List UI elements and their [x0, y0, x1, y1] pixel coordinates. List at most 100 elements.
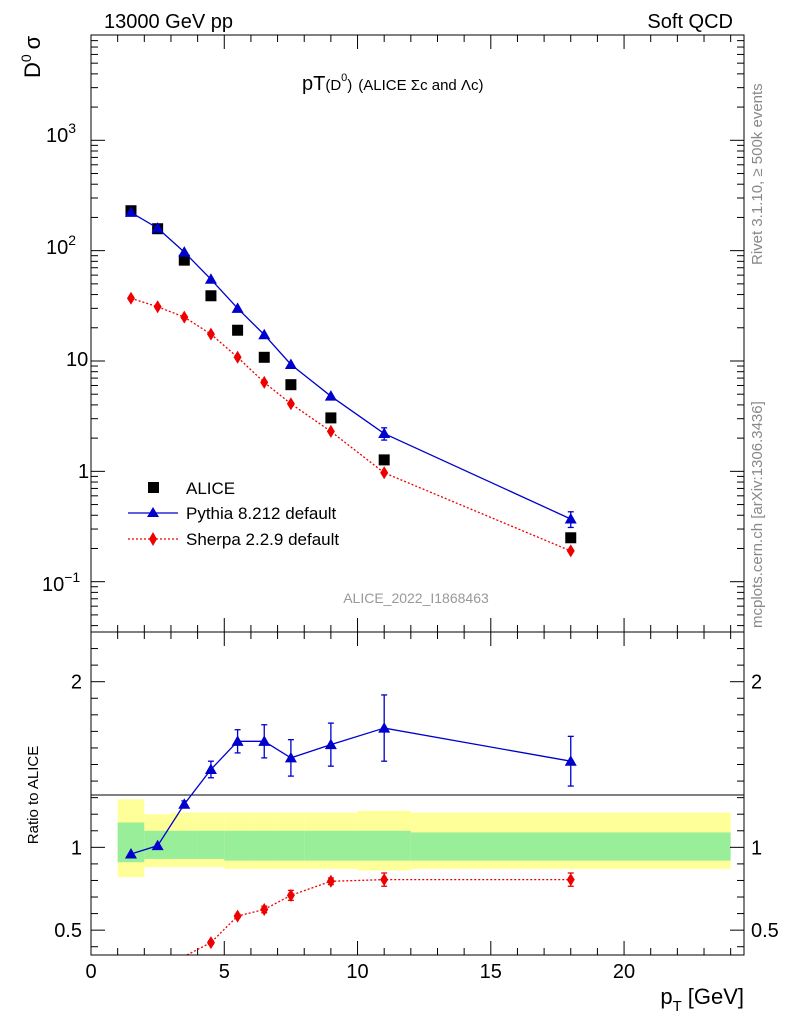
ratio-data-marks [124, 694, 577, 956]
sherpa-point [380, 466, 389, 480]
ratio-xtick-label: 20 [613, 961, 635, 983]
pythia-ratio-line [130, 727, 571, 855]
alice-point [325, 412, 337, 424]
pythia-point [378, 722, 391, 733]
ytick-1e-1-exp: −1 [64, 569, 80, 585]
sherpa-series-line [130, 297, 572, 552]
legend: ALICE Pythia 8.212 default Sherpa 2.2.9 … [128, 479, 339, 549]
ytick-label-1e3: 103 [46, 120, 76, 147]
title-main: pT [302, 73, 325, 95]
ratio-band-green [250, 830, 278, 861]
sherpa-point [233, 909, 242, 923]
ratio-band-green [197, 830, 225, 859]
ytick-1e2-exp: 2 [68, 232, 76, 248]
main-ylabel: D0 σ [18, 35, 45, 78]
pythia-point [151, 839, 164, 851]
ratio-band-green [410, 832, 731, 861]
ratio-xlabel: pT [GeV] [660, 984, 744, 1015]
sherpa-ratio-line [186, 878, 571, 956]
main-ylabel-sup: 0 [18, 54, 34, 62]
ratio-ytick-label-right: 2 [751, 672, 762, 694]
pythia-point [324, 390, 337, 401]
sherpa-point [180, 310, 189, 324]
ratio-ytick-label-left: 1 [71, 837, 82, 859]
ratio-xtick-labels: 0 5 10 15 20 [85, 961, 635, 983]
ratio-plot-frame [90, 631, 745, 956]
mcplots-source-label: mcplots.cern.ch [arXiv:1306.3436] [749, 401, 766, 628]
sherpa-point [286, 888, 295, 902]
legend-pythia-label: Pythia 8.212 default [186, 504, 337, 523]
xlabel-sub: T [673, 998, 682, 1015]
alice-point [205, 290, 217, 302]
sherpa-point [566, 873, 575, 887]
ytick-1e3-base: 10 [46, 125, 68, 147]
ytick-label-1: 1 [78, 461, 89, 483]
ratio-band-green [224, 830, 251, 861]
pythia-point [378, 427, 391, 439]
title-sub: (D [325, 77, 341, 94]
ratio-ytick-label-left: 2 [71, 672, 82, 694]
alice-point [378, 454, 390, 466]
title-rest: (ALICE Σc and Λc) [358, 77, 483, 94]
legend-pythia-marker [147, 507, 159, 517]
sherpa-point [326, 874, 335, 888]
header-left: 13000 GeV pp [104, 11, 233, 33]
ytick-1e3-exp: 3 [68, 120, 76, 136]
ytick-label-1e-1: 10−1 [42, 569, 80, 596]
ytick-1e-1-base: 10 [42, 574, 64, 596]
title-close: ) [347, 77, 352, 94]
sherpa-point [206, 936, 215, 950]
pythia-point [204, 273, 217, 284]
pythia-point [258, 328, 271, 340]
sherpa-point [326, 424, 335, 438]
main-ytick-labels: 10−1 1 10 10 2 103 [42, 120, 89, 596]
pythia-point [124, 847, 137, 859]
ratio-xtick-label: 0 [85, 961, 96, 983]
legend-alice-label: ALICE [186, 479, 235, 498]
analysis-id-label: ALICE_2022_I1868463 [343, 590, 489, 606]
ratio-band-green [357, 830, 411, 861]
title-sup: 0 [341, 72, 347, 84]
sherpa-point [153, 300, 162, 314]
legend-alice-marker [148, 482, 159, 493]
sherpa-point [380, 873, 389, 887]
ratio-ytick-labels: 0.5 0.5 1 1 2 2 [54, 672, 779, 942]
pythia-point [124, 206, 137, 217]
ratio-uncertainty-bands [117, 799, 731, 878]
legend-sherpa-label: Sherpa 2.2.9 default [186, 530, 339, 549]
rivet-version-label: Rivet 3.1.10, ≥ 500k events [749, 83, 766, 265]
main-data-marks [124, 205, 577, 558]
pythia-point [231, 735, 244, 746]
sherpa-point [260, 375, 269, 389]
pythia-point [564, 755, 577, 766]
ratio-xtick-label: 15 [480, 961, 502, 983]
pythia-point [284, 358, 297, 369]
alice-point [232, 324, 244, 336]
main-ylabel-rest: σ [20, 35, 45, 49]
pythia-point [324, 738, 337, 750]
ratio-ytick-label-right: 1 [751, 837, 762, 859]
sherpa-point [260, 902, 269, 916]
xlabel-main: p [660, 984, 672, 1009]
main-title: pT(D0) (ALICE Σc and Λc) [302, 72, 483, 95]
alice-point [565, 532, 577, 544]
sherpa-point [126, 291, 135, 305]
ratio-band-green [304, 830, 358, 861]
ratio-xtick-label: 5 [219, 961, 230, 983]
ratio-ytick-label-right: 0.5 [751, 920, 779, 942]
pythia-series-line [130, 211, 572, 520]
ratio-ytick-label-left: 0.5 [54, 920, 82, 942]
pythia-point [151, 222, 164, 233]
pythia-point [564, 512, 577, 524]
header-right: Soft QCD [647, 11, 733, 33]
alice-point [258, 351, 270, 363]
ratio-panel: Ratio to ALICE 0.5 0.5 1 1 2 2 0 5 10 15 20 pT [Ge… [25, 631, 779, 1015]
pythia-point [284, 751, 297, 763]
main-panel: D0σ 10−1 1 10 102 103 pT(D0) (ALICE Σc an… [18, 34, 745, 633]
alice-point [285, 379, 297, 391]
legend-sherpa-marker [149, 532, 157, 546]
pythia-point [178, 798, 191, 809]
sherpa-point [566, 544, 575, 558]
pythia-point [204, 763, 217, 774]
ratio-ylabel: Ratio to ALICE [25, 746, 42, 844]
